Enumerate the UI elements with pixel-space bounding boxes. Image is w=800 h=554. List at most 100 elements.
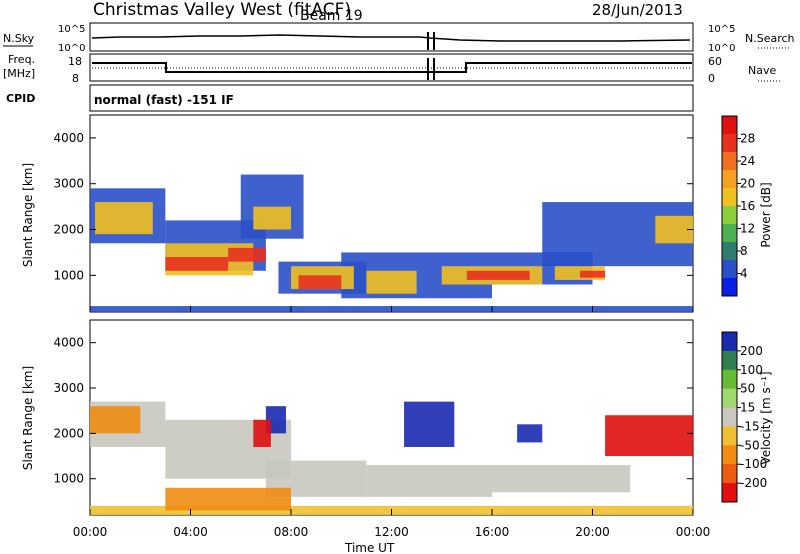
cpid-label: CPID (6, 92, 35, 105)
colorbar-segment (722, 350, 737, 371)
colorbar-tick-label: 16 (740, 199, 755, 213)
velocity-y-axis: 1000 2000 3000 4000 (53, 336, 693, 486)
noise-ytick-bottom-right: 10^0 (708, 43, 735, 54)
nsky-label: N.Sky (3, 32, 35, 45)
x-tick-label: 04:00 (173, 525, 208, 539)
noise-ytick-bottom-left: 10^0 (58, 43, 85, 54)
beam-label: Beam 19 (300, 8, 363, 24)
cpid-panel: CPID normal (fast) -151 IF (6, 84, 694, 112)
power-echo-region (95, 202, 153, 235)
date-label: 28/Jun/2013 (592, 1, 683, 19)
power-echo-region (655, 215, 693, 244)
power-echo-region (298, 275, 342, 290)
x-axis-label: Time UT (344, 541, 395, 554)
colorbar-tick-label: 24 (740, 154, 755, 168)
colorbar-frame (721, 331, 738, 503)
nsearch-label: N.Search (745, 32, 795, 45)
velocity-echo-region (492, 465, 631, 493)
colorbar-segment (722, 332, 737, 352)
velocity-ylabel: Slant Range [km] (21, 366, 35, 470)
y-tick-label: 4000 (53, 131, 84, 145)
nave-ytick-top: 60 (708, 55, 722, 68)
y-tick-label: 1000 (53, 472, 84, 486)
colorbar-segment (722, 116, 737, 135)
colorbar-tick-label: 4 (740, 267, 748, 281)
colorbar-segment (722, 464, 737, 484)
y-tick-label: 2000 (53, 426, 84, 440)
colorbar-segment (722, 224, 737, 243)
noise-panel: N.Sky 10^5 10^0 10^5 10^0 N.Search (3, 22, 795, 54)
velocity-echo-region (366, 465, 492, 497)
freq-ytick-bottom: 8 (72, 72, 79, 85)
y-tick-label: 2000 (53, 223, 84, 237)
velocity-echo-region (605, 415, 693, 457)
nave-label: Nave (748, 64, 776, 77)
noise-series (91, 34, 691, 42)
colorbar-segment (722, 134, 737, 153)
colorbar-segment (722, 170, 737, 189)
y-tick-label: 3000 (53, 381, 84, 395)
freq-ytick-top: 18 (68, 55, 82, 68)
colorbar-segment (722, 188, 737, 207)
colorbar-tick-label: 15 (740, 401, 755, 415)
colorbar-segment (722, 388, 737, 409)
frequency-panel: Freq. [MHz] 18 8 60 0 Nave (3, 53, 780, 85)
colorbar-segment (722, 483, 737, 503)
x-tick-label: 00:00 (73, 525, 108, 539)
freq-label: Freq. (8, 53, 35, 66)
colorbar-tick-label: 50 (740, 382, 755, 396)
colorbar-segment (722, 278, 737, 297)
colorbar-segment (722, 445, 737, 465)
velocity-echo-region (404, 401, 455, 447)
colorbar-tick-label: 20 (740, 177, 755, 191)
noise-ytick-top-right: 10^5 (708, 24, 735, 35)
colorbar-segment (722, 242, 737, 261)
power-echo-region (466, 270, 530, 280)
time-x-axis: 00:00 04:00 08:00 12:00 16:00 20:00 00:00 (73, 306, 711, 539)
colorbar-tick-label: 28 (740, 132, 755, 146)
colorbar-tick-label: -100 (740, 457, 767, 471)
colorbar-tick-label: 12 (740, 222, 755, 236)
velocity-echo-region (165, 487, 291, 511)
power-echo-region (165, 257, 229, 271)
velocity-colorbar: 200 100 50 15 -15 -50 -100 -200 (721, 331, 767, 503)
power-panel: 1000 2000 3000 4000 Slant Range [km] 28 24 20… (21, 114, 773, 313)
velocity-colorbar-label: Velocity [m s⁻¹] (759, 371, 773, 464)
power-colorbar-label: Power [dB] (759, 182, 773, 247)
y-tick-label: 1000 (53, 268, 84, 282)
power-echo-region (579, 270, 606, 278)
x-tick-label: 12:00 (374, 525, 409, 539)
velocity-echo-region (253, 419, 271, 447)
cpid-value: normal (fast) -151 IF (94, 93, 234, 107)
colorbar-tick-label: 8 (740, 244, 748, 258)
power-ylabel: Slant Range [km] (21, 163, 35, 267)
x-tick-label: 08:00 (274, 525, 309, 539)
colorbar-segment (722, 426, 737, 446)
colorbar-segment (722, 369, 737, 390)
colorbar-tick-label: -50 (740, 438, 760, 452)
colorbar-segment (722, 260, 737, 279)
colorbar-segment (722, 152, 737, 171)
power-echo-region (228, 247, 266, 262)
y-tick-label: 4000 (53, 336, 84, 350)
station-title: Christmas Valley West (fitACF) (93, 0, 351, 20)
velocity-echo-region (90, 406, 141, 434)
x-tick-label: 20:00 (575, 525, 610, 539)
colorbar-tick-label: 200 (740, 344, 763, 358)
power-colorbar: 28 24 20 16 12 8 4 (721, 115, 755, 297)
velocity-echo-region (517, 424, 543, 443)
y-tick-label: 3000 (53, 177, 84, 191)
x-tick-label: 00:00 (676, 525, 711, 539)
colorbar-segment (722, 407, 737, 427)
power-y-axis: 1000 2000 3000 4000 (53, 131, 693, 282)
colorbar-tick-label: -200 (740, 476, 767, 490)
nave-ytick-bottom: 0 (708, 72, 715, 85)
freq-unit-label: [MHz] (3, 67, 35, 80)
colorbar-tick-label: 100 (740, 363, 763, 377)
noise-ytick-top-left: 10^5 (58, 24, 85, 35)
freq-series (92, 62, 692, 73)
power-echo-region (366, 270, 417, 294)
velocity-panel: 1000 2000 3000 4000 Slant Range [km] 200 100… (21, 319, 773, 516)
colorbar-segment (722, 206, 737, 225)
